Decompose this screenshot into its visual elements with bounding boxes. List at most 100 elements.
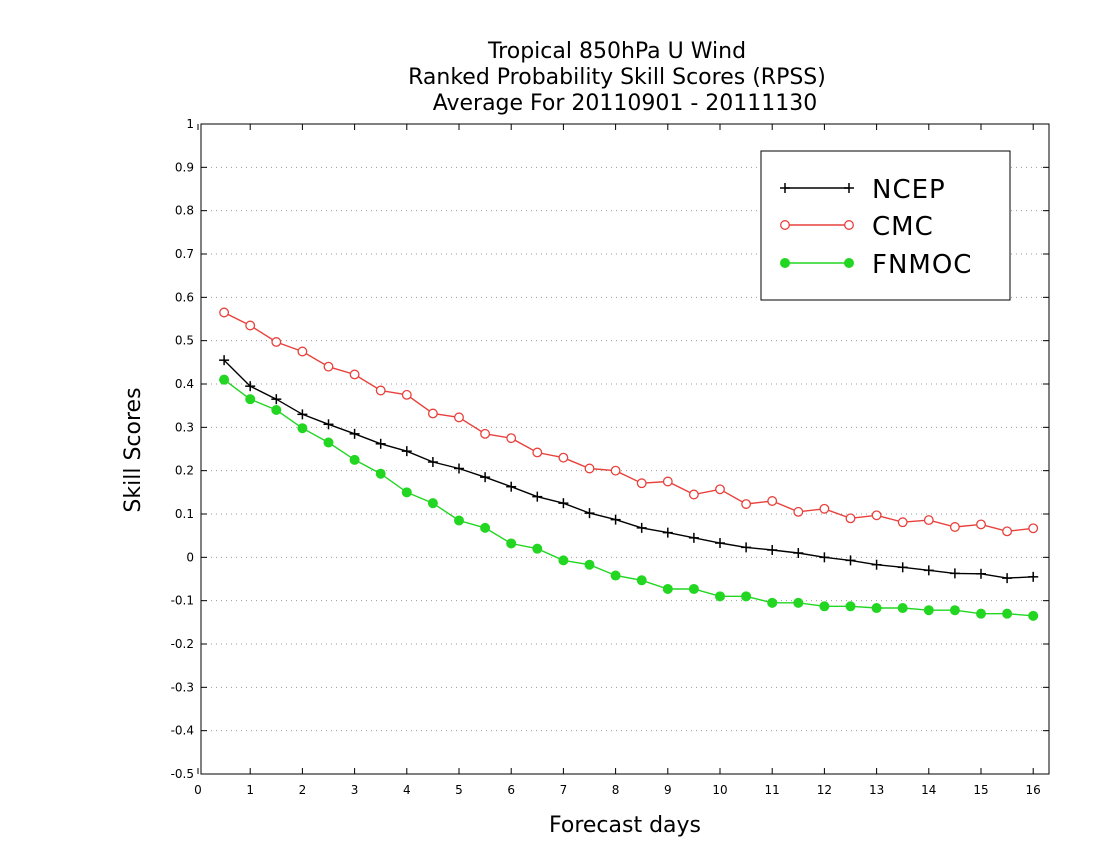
data-point-fnmoc bbox=[532, 543, 543, 554]
data-point-ncep bbox=[584, 508, 595, 519]
x-axis-label: Forecast days bbox=[549, 813, 701, 838]
data-point-fnmoc bbox=[662, 583, 673, 594]
data-point-fnmoc bbox=[845, 601, 856, 612]
y-tick-label: 0.8 bbox=[175, 204, 194, 218]
data-point-cmc bbox=[506, 433, 517, 444]
chart-title: Tropical 850hPa U Wind Ranked Probabilit… bbox=[408, 39, 826, 116]
legend-marks bbox=[780, 183, 854, 268]
y-tick-label: -0.1 bbox=[171, 594, 194, 608]
data-point-fnmoc bbox=[480, 522, 491, 533]
y-tick-label: 0.7 bbox=[175, 247, 194, 261]
data-point-cmc bbox=[976, 519, 986, 530]
data-point-fnmoc bbox=[245, 394, 256, 405]
data-point-fnmoc bbox=[793, 597, 804, 608]
x-tick-label: 5 bbox=[455, 783, 463, 797]
data-point-cmc bbox=[662, 476, 673, 487]
data-point-cmc bbox=[819, 503, 830, 514]
title-line-3: Average For 20110901 - 20111130 bbox=[433, 91, 818, 116]
legend-marker-cmc bbox=[844, 220, 854, 230]
data-point-cmc bbox=[610, 465, 621, 476]
y-tick-label: 0.4 bbox=[175, 377, 194, 391]
data-point-fnmoc bbox=[636, 575, 647, 586]
data-point-ncep bbox=[715, 538, 725, 549]
legend-marker-fnmoc bbox=[844, 258, 854, 268]
series-layer bbox=[219, 307, 1039, 621]
data-point-ncep bbox=[506, 481, 517, 492]
y-tick-label: -0.4 bbox=[171, 724, 194, 738]
data-point-cmc bbox=[401, 389, 412, 400]
data-point-cmc bbox=[219, 307, 230, 318]
data-point-cmc bbox=[949, 522, 960, 532]
data-point-cmc bbox=[897, 517, 908, 528]
data-point-ncep bbox=[480, 472, 491, 483]
data-point-ncep bbox=[923, 565, 934, 576]
data-point-cmc bbox=[1028, 523, 1039, 534]
data-point-fnmoc bbox=[349, 454, 360, 465]
data-point-ncep bbox=[323, 419, 334, 430]
plot-frame bbox=[200, 123, 1050, 775]
data-point-fnmoc bbox=[897, 603, 908, 614]
data-point-cmc bbox=[323, 361, 334, 372]
data-point-fnmoc bbox=[949, 605, 960, 616]
data-point-cmc bbox=[767, 496, 778, 506]
data-point-cmc bbox=[454, 412, 464, 423]
y-tick-label: 0.5 bbox=[175, 334, 194, 348]
data-point-fnmoc bbox=[610, 570, 621, 581]
data-point-ncep bbox=[845, 555, 856, 566]
y-tick-label: -0.2 bbox=[171, 637, 194, 651]
data-point-fnmoc bbox=[688, 583, 699, 594]
x-tick-label: 7 bbox=[560, 783, 568, 797]
data-point-fnmoc bbox=[219, 374, 230, 385]
y-tick-label: 0.2 bbox=[175, 464, 194, 478]
data-point-ncep bbox=[401, 446, 412, 457]
legend-label-ncep: NCEP bbox=[872, 175, 946, 205]
legend-marker-fnmoc bbox=[780, 258, 790, 268]
data-point-ncep bbox=[375, 438, 386, 449]
data-point-fnmoc bbox=[871, 603, 882, 614]
data-point-fnmoc bbox=[375, 468, 386, 479]
data-point-fnmoc bbox=[297, 423, 308, 434]
x-tick-label: 14 bbox=[921, 783, 936, 797]
y-tick-label: 1 bbox=[186, 117, 194, 131]
series-line-fnmoc bbox=[223, 379, 1034, 617]
legend-marker-ncep bbox=[780, 183, 790, 193]
data-point-fnmoc bbox=[715, 591, 725, 602]
data-point-ncep bbox=[636, 522, 647, 533]
data-point-ncep bbox=[662, 527, 673, 538]
data-point-ncep bbox=[949, 568, 960, 579]
data-point-fnmoc bbox=[1002, 608, 1013, 619]
x-tick-label: 1 bbox=[246, 783, 254, 797]
data-point-cmc bbox=[297, 346, 308, 357]
title-line-1: Tropical 850hPa U Wind bbox=[487, 39, 746, 64]
data-point-fnmoc bbox=[271, 405, 282, 415]
data-point-fnmoc bbox=[819, 601, 830, 612]
x-tick-label: 11 bbox=[765, 783, 780, 797]
x-tick-label: 8 bbox=[612, 783, 620, 797]
data-point-ncep bbox=[871, 559, 882, 570]
x-tick-label: 15 bbox=[973, 783, 988, 797]
x-tick-label: 2 bbox=[299, 783, 307, 797]
x-tick-label: 16 bbox=[1026, 783, 1041, 797]
data-point-ncep bbox=[297, 409, 308, 420]
data-point-cmc bbox=[793, 506, 804, 517]
data-point-cmc bbox=[375, 385, 386, 396]
x-tick-label: 10 bbox=[712, 783, 727, 797]
data-point-ncep bbox=[532, 491, 543, 502]
data-point-ncep bbox=[558, 498, 569, 509]
x-tick-label: 13 bbox=[869, 783, 884, 797]
y-tick-labels: 1 0.9 0.8 0.7 0.6 0.5 0.4 0.3 0.2 0.1 0 -0.1 -0.2 -0.… bbox=[171, 117, 194, 781]
data-point-ncep bbox=[688, 532, 699, 543]
series-line-cmc bbox=[223, 311, 1034, 533]
data-point-fnmoc bbox=[1028, 610, 1039, 621]
data-point-ncep bbox=[245, 381, 256, 392]
data-point-ncep bbox=[271, 394, 282, 405]
series-fnmoc bbox=[219, 374, 1039, 621]
data-point-ncep bbox=[819, 552, 830, 563]
data-point-ncep bbox=[349, 428, 360, 439]
data-point-fnmoc bbox=[401, 487, 412, 498]
data-point-cmc bbox=[427, 408, 438, 419]
series-line-ncep bbox=[223, 359, 1034, 579]
series-cmc bbox=[219, 307, 1039, 537]
data-point-fnmoc bbox=[584, 559, 595, 570]
